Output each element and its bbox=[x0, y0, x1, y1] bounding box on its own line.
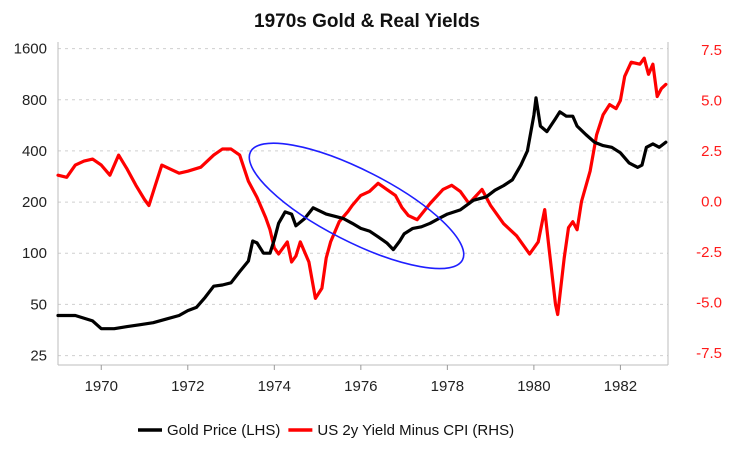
left-tick-label: 25 bbox=[30, 348, 47, 365]
right-tick-label: 7.5 bbox=[701, 42, 722, 59]
legend-label: US 2y Yield Minus CPI (RHS) bbox=[317, 422, 514, 439]
left-tick-label: 1600 bbox=[14, 41, 47, 58]
right-tick-label: -7.5 bbox=[696, 345, 722, 362]
x-tick-label: 1980 bbox=[517, 378, 550, 395]
series-line-real-yield bbox=[56, 56, 668, 317]
x-tick-label: 1974 bbox=[258, 378, 291, 395]
x-tick-label: 1978 bbox=[431, 378, 464, 395]
right-tick-label: -2.5 bbox=[696, 244, 722, 261]
left-tick-label: 200 bbox=[22, 194, 47, 211]
right-tick-label: 5.0 bbox=[701, 93, 722, 110]
right-axis-ticks: -7.5 -5.0 -2.5 0.0 2.5 5.0 7.5 bbox=[696, 42, 722, 362]
left-tick-label: 400 bbox=[22, 143, 47, 160]
highlight-ellipse bbox=[248, 142, 465, 270]
right-tick-label: -5.0 bbox=[696, 294, 722, 311]
x-tick-label: 1972 bbox=[171, 378, 204, 395]
x-tick-label: 1970 bbox=[85, 378, 118, 395]
chart-title: 1970s Gold & Real Yields bbox=[254, 11, 480, 32]
annotation-layer bbox=[248, 142, 465, 270]
x-axis: 1970 1972 1974 1976 1978 1980 1982 bbox=[57, 42, 669, 395]
legend-label: Gold Price (LHS) bbox=[167, 422, 280, 439]
right-tick-label: 0.0 bbox=[701, 193, 722, 210]
series-layer bbox=[56, 56, 668, 331]
left-axis-ticks: 25 50 100 200 400 800 1600 bbox=[14, 41, 47, 365]
left-tick-label: 50 bbox=[30, 296, 47, 313]
series-line-gold-price bbox=[56, 96, 668, 331]
right-tick-label: 2.5 bbox=[701, 143, 722, 160]
x-tick-label: 1982 bbox=[604, 378, 637, 395]
x-tick-label: 1976 bbox=[344, 378, 377, 395]
left-tick-label: 800 bbox=[22, 92, 47, 109]
legend: Gold Price (LHS) US 2y Yield Minus CPI (R… bbox=[138, 422, 514, 439]
left-tick-label: 100 bbox=[22, 245, 47, 262]
